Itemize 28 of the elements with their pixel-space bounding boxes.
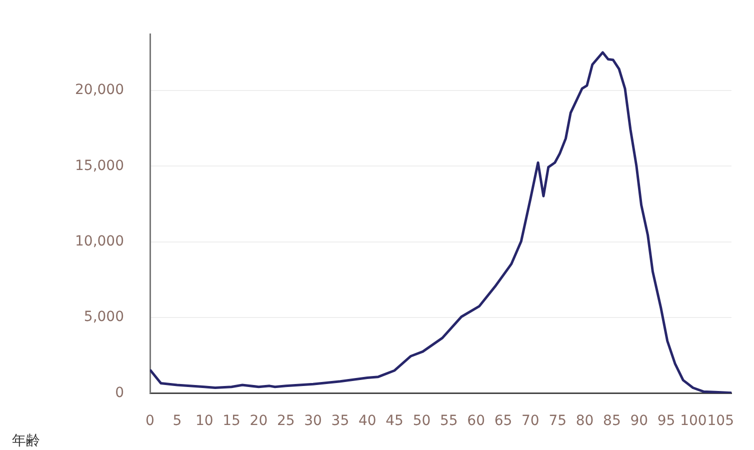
y-tick-label: 15,000 — [75, 158, 124, 174]
x-tick-label: 70 — [522, 413, 540, 430]
y-tick-label: 5,000 — [84, 309, 124, 326]
y-tick-label: 0 — [115, 384, 124, 401]
y-tick-label: 10,000 — [75, 233, 124, 250]
x-tick-label: 25 — [276, 413, 295, 430]
x-tick-label: 85 — [603, 413, 621, 430]
x-tick-label: 55 — [440, 413, 458, 430]
x-tick-label: 60 — [467, 413, 485, 430]
x-tick-label: 100 — [680, 413, 707, 430]
x-tick-label: 95 — [657, 413, 676, 430]
x-tick-label: 90 — [630, 413, 648, 430]
x-axis-title: 年齢 — [12, 432, 40, 450]
x-tick-label: 50 — [412, 413, 431, 430]
x-tick-label: 45 — [386, 413, 404, 430]
x-tick-label: 65 — [494, 413, 512, 430]
x-tick-label: 75 — [548, 413, 567, 430]
x-tick-label: 80 — [576, 413, 594, 430]
x-tick-label: 40 — [358, 413, 376, 430]
x-tick-label: 5 — [172, 413, 182, 430]
x-tick-label: 0 — [146, 413, 154, 430]
x-tick-label: 105 — [707, 413, 734, 430]
x-tick-label: 15 — [222, 413, 240, 430]
x-tick-label: 35 — [331, 413, 350, 430]
x-tick-label: 10 — [195, 413, 214, 430]
x-tick-label: 20 — [250, 413, 268, 430]
y-tick-label: 20,000 — [75, 82, 124, 98]
x-tick-label: 30 — [304, 413, 322, 430]
